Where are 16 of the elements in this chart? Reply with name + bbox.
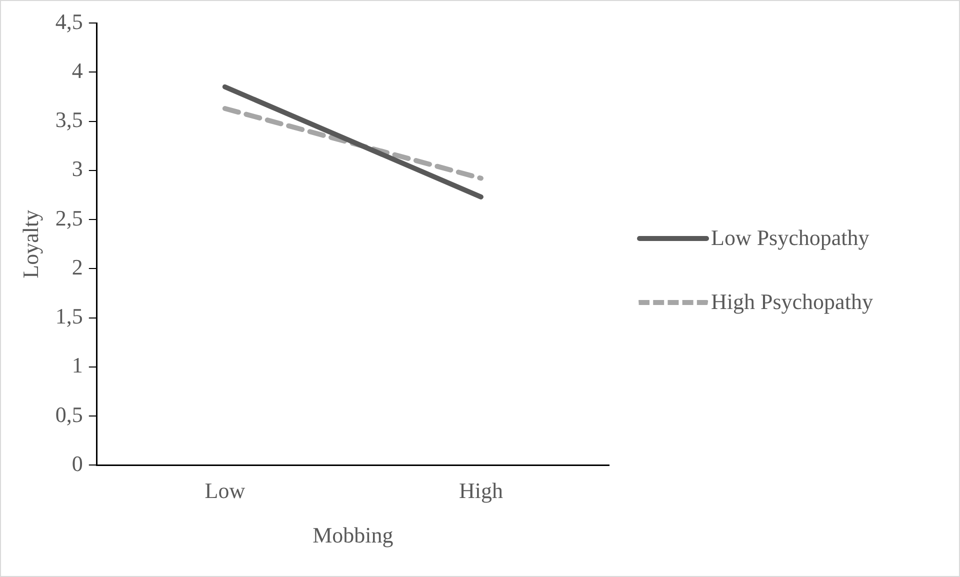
y-tick-label: 4,5 xyxy=(55,8,83,34)
x-axis-title: Mobbing xyxy=(312,522,394,548)
y-tick-label: 1 xyxy=(72,352,83,378)
legend-label: Low Psychopathy xyxy=(711,224,870,252)
y-tick-label: 4 xyxy=(72,58,83,83)
y-tick-label: 1,5 xyxy=(55,304,83,329)
y-tick-label: 3 xyxy=(72,156,83,182)
y-tick-label: 0,5 xyxy=(55,402,83,427)
y-tick-label: 3,5 xyxy=(55,107,83,132)
x-tick-label: Low xyxy=(204,478,246,504)
y-tick-label: 2,5 xyxy=(55,205,83,230)
y-axis-title: Loyalty xyxy=(18,210,43,278)
legend-label: High Psychopathy xyxy=(711,288,873,316)
x-tick-label: High xyxy=(458,478,503,504)
y-tick-label: 0 xyxy=(72,450,83,476)
y-tick-label: 2 xyxy=(72,254,83,280)
